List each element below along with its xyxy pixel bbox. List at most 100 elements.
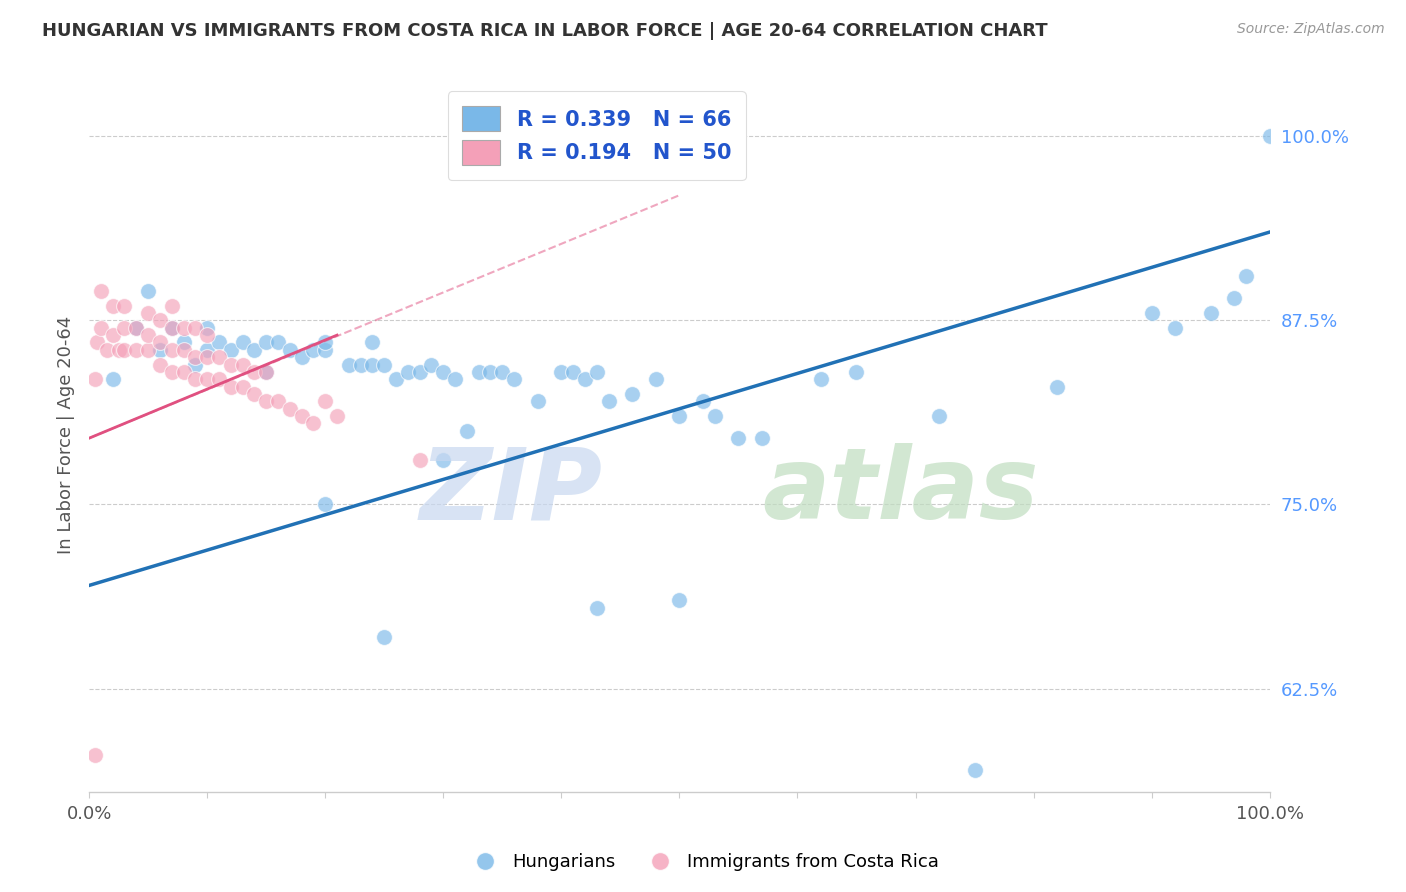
Point [963, 763, 986, 777]
Point [160, 320, 183, 334]
Point [373, 630, 395, 644]
Point [173, 320, 195, 334]
Point [101, 328, 124, 343]
Point [585, 600, 607, 615]
Point [432, 365, 454, 379]
Point [598, 394, 620, 409]
Point [302, 343, 325, 357]
Point [385, 372, 408, 386]
Legend: Hungarians, Immigrants from Costa Rica: Hungarians, Immigrants from Costa Rica [460, 847, 946, 879]
Point [114, 343, 136, 357]
Point [195, 320, 218, 334]
Point [408, 453, 430, 467]
Point [136, 343, 159, 357]
Point [101, 372, 124, 386]
Text: Source: ZipAtlas.com: Source: ZipAtlas.com [1237, 22, 1385, 37]
Point [195, 328, 218, 343]
Point [107, 343, 129, 357]
Point [432, 453, 454, 467]
Point [219, 379, 242, 393]
Point [219, 358, 242, 372]
Text: ZIP: ZIP [419, 443, 603, 541]
Point [928, 409, 950, 423]
Point [173, 365, 195, 379]
Point [621, 387, 644, 401]
Point [668, 409, 690, 423]
Point [160, 365, 183, 379]
Legend: R = 0.339   N = 66, R = 0.194   N = 50: R = 0.339 N = 66, R = 0.194 N = 50 [447, 91, 745, 180]
Point [125, 320, 148, 334]
Text: atlas: atlas [762, 443, 1039, 541]
Point [173, 335, 195, 350]
Point [314, 394, 336, 409]
Point [195, 350, 218, 364]
Point [444, 372, 467, 386]
Point [173, 343, 195, 357]
Point [219, 343, 242, 357]
Point [195, 372, 218, 386]
Point [184, 358, 207, 372]
Point [84, 372, 107, 386]
Point [90, 320, 112, 334]
Point [1199, 306, 1222, 320]
Point [302, 417, 325, 431]
Point [149, 343, 172, 357]
Point [208, 350, 231, 364]
Y-axis label: In Labor Force | Age 20-64: In Labor Force | Age 20-64 [58, 316, 75, 554]
Point [149, 335, 172, 350]
Point [160, 320, 183, 334]
Point [114, 299, 136, 313]
Point [810, 372, 832, 386]
Point [184, 350, 207, 364]
Point [1046, 379, 1069, 393]
Point [562, 365, 585, 379]
Point [290, 350, 312, 364]
Point [326, 409, 349, 423]
Point [160, 299, 183, 313]
Point [136, 284, 159, 298]
Point [149, 313, 172, 327]
Point [503, 372, 526, 386]
Point [90, 284, 112, 298]
Point [314, 498, 336, 512]
Point [243, 365, 266, 379]
Point [184, 372, 207, 386]
Point [278, 401, 301, 416]
Point [254, 335, 277, 350]
Point [101, 299, 124, 313]
Point [184, 320, 207, 334]
Point [149, 358, 172, 372]
Point [314, 343, 336, 357]
Point [361, 358, 384, 372]
Point [361, 335, 384, 350]
Point [290, 409, 312, 423]
Point [254, 365, 277, 379]
Point [644, 372, 666, 386]
Point [396, 365, 419, 379]
Point [254, 365, 277, 379]
Point [114, 320, 136, 334]
Point [1164, 320, 1187, 334]
Point [751, 431, 773, 445]
Point [243, 387, 266, 401]
Point [314, 335, 336, 350]
Point [467, 365, 489, 379]
Point [208, 372, 231, 386]
Point [254, 394, 277, 409]
Point [267, 335, 290, 350]
Point [727, 431, 749, 445]
Point [692, 394, 714, 409]
Point [408, 365, 430, 379]
Point [1140, 306, 1163, 320]
Point [278, 343, 301, 357]
Point [479, 365, 502, 379]
Point [136, 328, 159, 343]
Text: HUNGARIAN VS IMMIGRANTS FROM COSTA RICA IN LABOR FORCE | AGE 20-64 CORRELATION C: HUNGARIAN VS IMMIGRANTS FROM COSTA RICA … [42, 22, 1047, 40]
Point [136, 306, 159, 320]
Point [195, 343, 218, 357]
Point [703, 409, 725, 423]
Point [86, 335, 108, 350]
Point [845, 365, 868, 379]
Point [526, 394, 548, 409]
Point [125, 343, 148, 357]
